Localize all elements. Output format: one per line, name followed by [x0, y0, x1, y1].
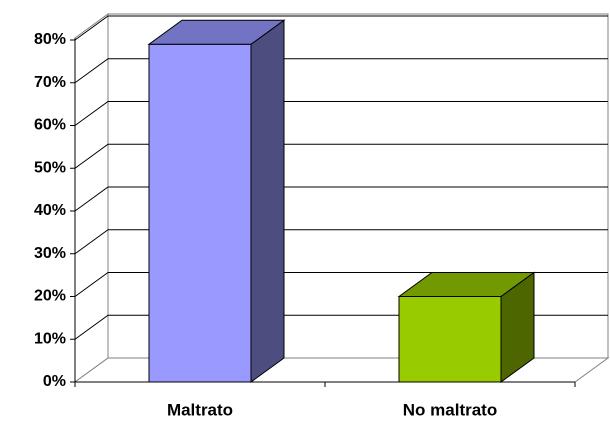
y-tick-label: 80%	[34, 31, 66, 48]
grid-line	[74, 229, 608, 255]
bar-top	[397, 272, 536, 297]
grid-line	[74, 143, 608, 169]
grid-line	[74, 101, 608, 126]
y-tick-label: 70%	[34, 74, 66, 91]
y-tick-label: 60%	[34, 117, 66, 134]
y-tick-label: 30%	[34, 245, 66, 262]
bar-front	[398, 296, 502, 383]
y-tick-label: 50%	[34, 159, 66, 176]
y-tick-label: 20%	[34, 288, 66, 305]
grid-line	[74, 186, 608, 212]
bar-side	[250, 19, 285, 383]
y-tick-label: 40%	[34, 202, 66, 219]
bar	[147, 19, 286, 383]
grid-line	[74, 58, 608, 84]
bar-front	[148, 43, 252, 383]
bar-top	[147, 19, 286, 45]
y-tick-label: 10%	[34, 330, 66, 347]
x-tick-label: Maltrato	[167, 400, 233, 419]
x-tick-label: No maltrato	[403, 400, 497, 419]
grid-line	[74, 15, 608, 41]
y-tick-label: 0%	[43, 373, 66, 390]
bar	[397, 271, 536, 383]
